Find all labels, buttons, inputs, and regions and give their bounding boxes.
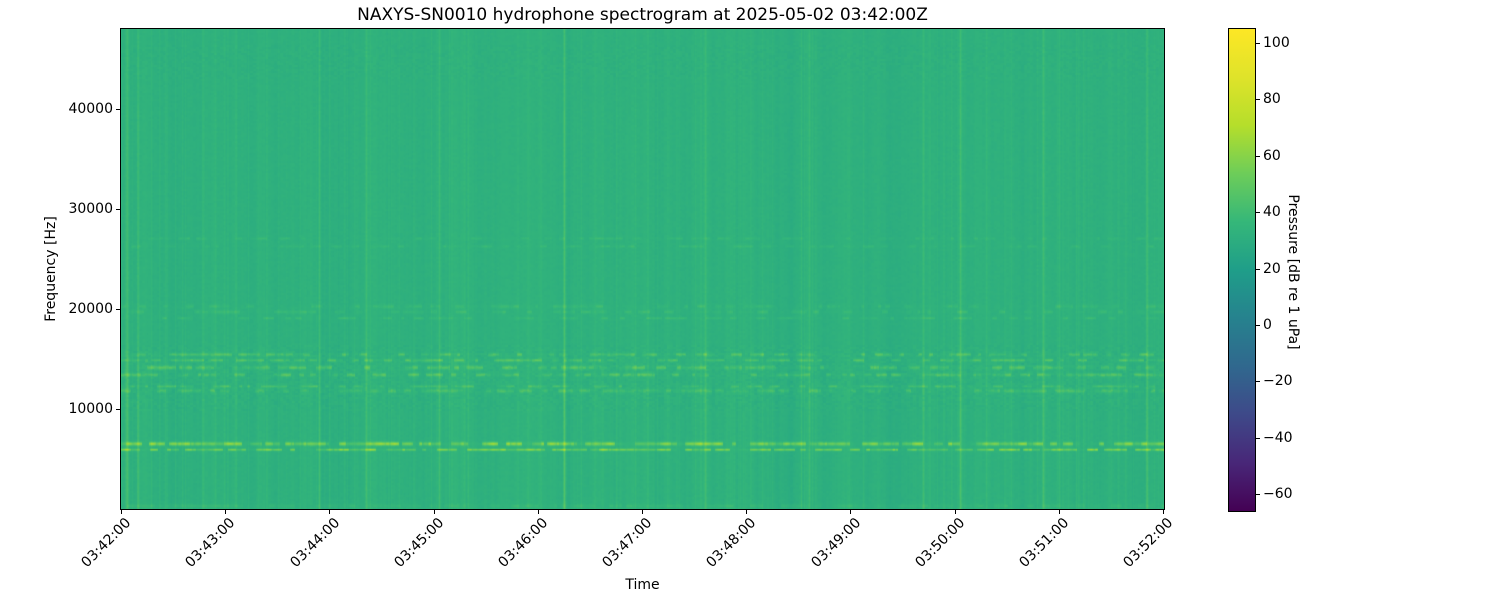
- colorbar-tick-label: −60: [1263, 486, 1293, 503]
- colorbar-tick-mark: [1256, 156, 1260, 157]
- colorbar-tick-label: 100: [1263, 35, 1290, 52]
- x-tick-mark: [1059, 510, 1060, 514]
- y-tick-label: 20000: [68, 301, 113, 317]
- colorbar-tick-mark: [1256, 494, 1260, 495]
- colorbar-tick-mark: [1256, 212, 1260, 213]
- colorbar-tick-label: 40: [1263, 204, 1281, 221]
- y-tick-label: 40000: [68, 101, 113, 117]
- colorbar-tick-label: 0: [1263, 316, 1272, 333]
- y-tick-label: 10000: [68, 401, 113, 417]
- y-tick-mark: [116, 309, 120, 310]
- x-tick-mark: [538, 510, 539, 514]
- colorbar-tick-label: −40: [1263, 429, 1293, 446]
- x-tick-mark: [329, 510, 330, 514]
- chart-title: NAXYS-SN0010 hydrophone spectrogram at 2…: [357, 5, 928, 25]
- colorbar-tick-label: 60: [1263, 147, 1281, 164]
- colorbar-tick-label: 80: [1263, 91, 1281, 108]
- y-tick-mark: [116, 209, 120, 210]
- colorbar-tick-mark: [1256, 269, 1260, 270]
- y-tick-mark: [116, 109, 120, 110]
- plot-area: [120, 28, 1165, 510]
- x-tick-mark: [1163, 510, 1164, 514]
- x-tick-mark: [642, 510, 643, 514]
- colorbar: [1228, 28, 1256, 512]
- x-tick-mark: [746, 510, 747, 514]
- colorbar-tick-mark: [1256, 325, 1260, 326]
- x-axis-label: Time: [625, 577, 660, 593]
- colorbar-tick-mark: [1256, 99, 1260, 100]
- colorbar-tick-label: −20: [1263, 373, 1293, 390]
- colorbar-tick-mark: [1256, 43, 1260, 44]
- spectrogram-canvas: [121, 29, 1164, 509]
- x-tick-mark: [434, 510, 435, 514]
- colorbar-tick-mark: [1256, 381, 1260, 382]
- y-tick-mark: [116, 409, 120, 410]
- x-tick-mark: [955, 510, 956, 514]
- x-tick-mark: [225, 510, 226, 514]
- x-tick-mark: [850, 510, 851, 514]
- x-tick-mark: [121, 510, 122, 514]
- y-axis-label: Frequency [Hz]: [43, 216, 59, 322]
- colorbar-label: Pressure [dB re 1 uPa]: [1285, 194, 1301, 350]
- colorbar-tick-mark: [1256, 438, 1260, 439]
- colorbar-tick-label: 20: [1263, 260, 1281, 277]
- y-tick-label: 30000: [68, 201, 113, 217]
